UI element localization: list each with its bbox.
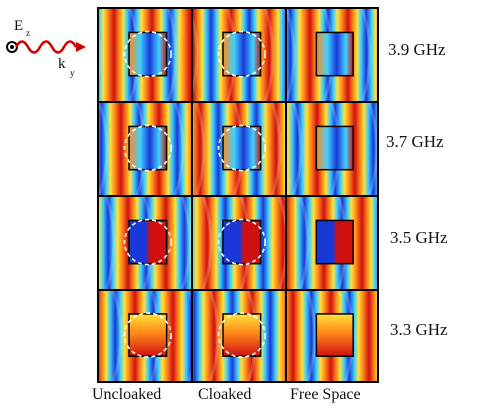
wavefront-curve [180, 196, 192, 290]
cloak-region-box [128, 125, 168, 171]
cloak-region-box [222, 219, 262, 265]
frequency-label-row-3: 3.5 GHz [390, 228, 448, 247]
wavefront-curve [286, 8, 296, 102]
cloak-boundary-circle [123, 30, 172, 78]
field-panel [285, 289, 379, 383]
cloak-boundary-circle [123, 312, 172, 358]
wavefront-curve [166, 8, 178, 102]
wavefront-curve [75, 290, 83, 382]
wavefront-curve [98, 24, 102, 86]
cloak-boundary-circle [217, 124, 266, 172]
field-panel [285, 7, 379, 103]
wavefront-curve [298, 196, 310, 290]
cloak-boundary-circle [123, 218, 172, 266]
field-panel [285, 101, 379, 197]
column-label-free-space: Free Space [290, 386, 361, 403]
wavefront-curve [208, 290, 220, 382]
wavefront-curve [54, 8, 62, 102]
wave-vector-subscript: y [70, 68, 75, 78]
legend [6, 40, 86, 54]
cloak-region-box [128, 219, 168, 265]
wavefront-curve [305, 290, 317, 382]
cloak-region-box [315, 125, 354, 171]
frequency-label-row-4: 3.3 GHz [390, 320, 448, 339]
wavefront-curve [61, 102, 69, 196]
field-subscript: z [26, 28, 30, 38]
frequency-label-row-1: 3.9 GHz [388, 40, 446, 59]
cloak-boundary-circle [217, 312, 266, 358]
field-out-of-page-dot [10, 45, 14, 49]
cloak-region-box [128, 313, 168, 357]
field-panel [61, 101, 193, 197]
wavefront-curve [291, 102, 303, 196]
wavefront-curve [194, 102, 206, 196]
cloak-region-box [222, 125, 262, 171]
field-panel [54, 7, 193, 103]
wavefront-curve [360, 8, 372, 102]
panel-border [285, 289, 379, 383]
cloak-boundary-circle [123, 124, 172, 172]
wavefront-curve [192, 12, 199, 98]
wavefront-curve [68, 196, 76, 290]
column-label-uncloaked: Uncloaked [92, 386, 162, 403]
column-label-cloaked: Cloaked [198, 386, 252, 403]
frequency-label-row-2: 3.7 GHz [386, 132, 444, 151]
wave-vector-label: k [58, 56, 66, 72]
wavefront-curve [98, 102, 109, 196]
field-panel [191, 289, 287, 383]
cloak-region-box [222, 31, 262, 77]
field-panel [285, 195, 379, 291]
wavefront-curve [263, 8, 275, 102]
panel-grid [54, 7, 379, 383]
cloak-region-box [128, 31, 168, 77]
wavefront-curve [201, 196, 213, 290]
cloak-region-box [315, 31, 354, 77]
field-panel [75, 289, 193, 383]
wavefront-curve [104, 196, 116, 290]
wavefront-curve [173, 102, 185, 196]
field-label: E [14, 18, 24, 34]
wave-arrow-icon [14, 40, 78, 54]
cloak-boundary-circle [217, 218, 266, 266]
cloak-region-box [315, 313, 354, 357]
field-panel [191, 101, 287, 197]
field-panel [191, 195, 287, 291]
wavefront-curve [277, 196, 286, 290]
wavefront-curve [111, 290, 123, 382]
field-panel [68, 195, 193, 291]
wavefront-curve [270, 102, 282, 196]
cloak-region-box [222, 313, 262, 357]
cloak-boundary-circle [217, 30, 266, 78]
arrowhead-icon [76, 42, 86, 52]
cloak-region-box [315, 219, 354, 265]
